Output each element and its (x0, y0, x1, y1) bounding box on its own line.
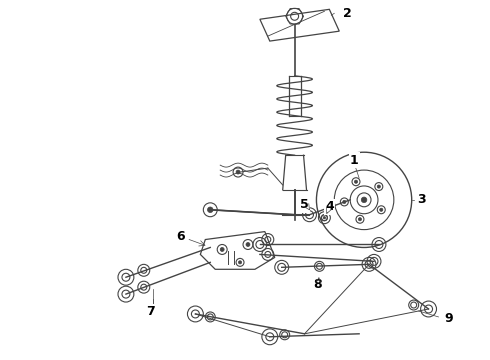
Text: 2: 2 (343, 7, 352, 20)
Text: 9: 9 (444, 312, 453, 325)
Circle shape (220, 247, 224, 251)
Circle shape (361, 197, 367, 203)
Text: 8: 8 (313, 278, 322, 291)
Circle shape (246, 243, 250, 247)
Text: 5: 5 (300, 198, 309, 211)
Text: 1: 1 (350, 154, 359, 167)
Text: 7: 7 (147, 306, 155, 319)
Text: 4: 4 (325, 200, 334, 213)
Circle shape (343, 200, 346, 203)
Circle shape (236, 170, 240, 174)
Circle shape (354, 180, 358, 183)
Circle shape (358, 218, 362, 221)
Text: 6: 6 (176, 230, 185, 243)
Circle shape (323, 216, 325, 219)
Circle shape (377, 185, 380, 188)
Circle shape (207, 207, 213, 212)
Circle shape (239, 261, 242, 264)
Circle shape (380, 208, 383, 211)
Text: 3: 3 (417, 193, 426, 206)
